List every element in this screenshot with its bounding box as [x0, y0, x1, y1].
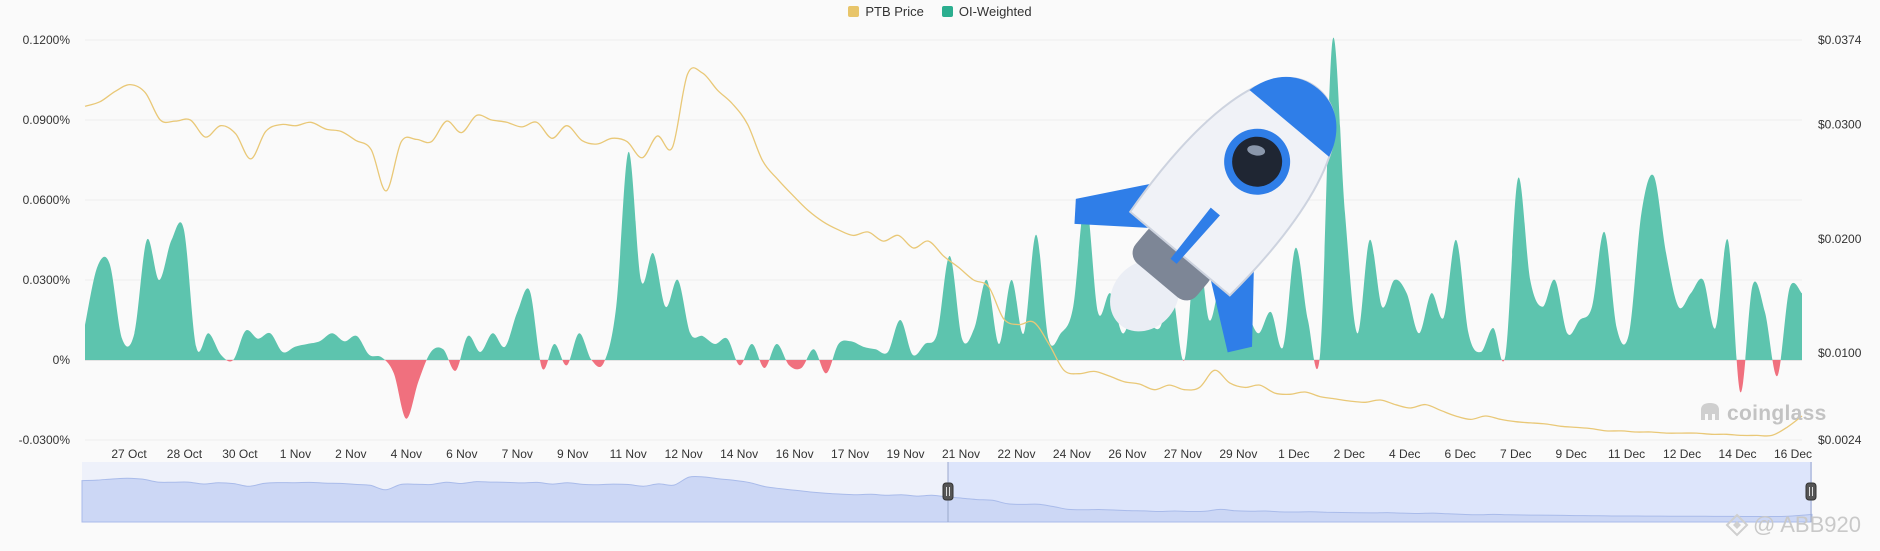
navigator-handle-grip[interactable] — [1805, 482, 1817, 501]
x-tick-label: 4 Nov — [391, 447, 422, 461]
rocket-body-group — [1074, 76, 1337, 353]
x-tick-label: 26 Nov — [1108, 447, 1146, 461]
legend-item-ptb-price[interactable]: PTB Price — [848, 4, 924, 19]
oi-weighted-negative-area — [85, 360, 1802, 419]
x-tick-label: 27 Nov — [1164, 447, 1202, 461]
y-right-tick-label: $0.0024 — [1818, 433, 1862, 447]
x-tick-label: 9 Nov — [557, 447, 588, 461]
x-tick-label: 4 Dec — [1389, 447, 1420, 461]
x-tick-label: 29 Nov — [1219, 447, 1257, 461]
rocket-window-glass — [1232, 136, 1283, 187]
x-tick-label: 6 Nov — [446, 447, 477, 461]
coinglass-watermark: coinglass — [1727, 402, 1827, 425]
x-tick-label: 12 Dec — [1663, 447, 1701, 461]
y-left-tick-label: 0.0300% — [23, 273, 71, 287]
x-tick-label: 6 Dec — [1445, 447, 1476, 461]
y-left-tick-label: 0.1200% — [23, 33, 71, 47]
x-tick-label: 7 Nov — [502, 447, 533, 461]
x-tick-label: 21 Nov — [942, 447, 980, 461]
author-watermark: @ ABB920 — [1725, 512, 1861, 538]
x-tick-label: 14 Nov — [720, 447, 758, 461]
y-right-tick-label: $0.0100 — [1818, 346, 1862, 360]
legend-label-oi-weighted: OI-Weighted — [958, 4, 1032, 19]
oi-weighted-positive-area — [85, 37, 1802, 360]
x-tick-label: 12 Nov — [665, 447, 703, 461]
x-tick-label: 17 Nov — [831, 447, 869, 461]
x-tick-label: 2 Nov — [335, 447, 366, 461]
navigator-left-handle[interactable] — [942, 462, 954, 522]
x-tick-label: 19 Nov — [887, 447, 925, 461]
x-tick-label: 28 Oct — [167, 447, 203, 461]
x-tick-label: 30 Oct — [222, 447, 258, 461]
y-left-tick-label: 0% — [53, 353, 71, 367]
x-tick-label: 9 Dec — [1555, 447, 1586, 461]
x-tick-label: 22 Nov — [997, 447, 1035, 461]
legend: PTB Price OI-Weighted — [0, 4, 1880, 19]
ptb-price-line — [84, 67, 1803, 437]
rocket-window-glare — [1247, 145, 1266, 156]
rocket-nozzle — [1132, 225, 1212, 301]
binance-square-icon — [1725, 513, 1749, 537]
x-tick-label: 11 Nov — [610, 447, 647, 461]
x-tick-label: 7 Dec — [1500, 447, 1531, 461]
navigator-right-handle[interactable] — [1805, 462, 1817, 522]
x-tick-label: 24 Nov — [1053, 447, 1091, 461]
y-right-tick-label: $0.0200 — [1818, 232, 1862, 246]
legend-label-ptb-price: PTB Price — [865, 4, 924, 19]
rocket-nose-cone — [1249, 76, 1337, 157]
x-tick-label: 11 Dec — [1608, 447, 1645, 461]
navigator-handle-grip[interactable] — [942, 482, 954, 501]
legend-swatch-oi-weighted — [941, 6, 953, 17]
x-tick-label: 14 Dec — [1719, 447, 1757, 461]
y-left-tick-label: -0.0300% — [19, 433, 71, 447]
y-right-tick-label: $0.0300 — [1818, 118, 1862, 132]
legend-swatch-ptb-price — [848, 6, 860, 17]
author-handle: @ ABB920 — [1753, 512, 1861, 537]
rocket-illustration — [1074, 76, 1337, 353]
rocket-center-fin — [1170, 207, 1220, 264]
y-left-tick-label: 0.0900% — [23, 113, 71, 127]
x-tick-label: 1 Dec — [1278, 447, 1309, 461]
y-left-tick-label: 0.0600% — [23, 193, 71, 207]
x-tick-label: 16 Nov — [776, 447, 814, 461]
x-tick-label: 1 Nov — [280, 447, 311, 461]
y-right-tick-label: $0.0374 — [1818, 33, 1862, 47]
coinglass-logo-icon — [1701, 403, 1719, 420]
legend-item-oi-weighted[interactable]: OI-Weighted — [941, 4, 1032, 19]
x-tick-label: 2 Dec — [1334, 447, 1365, 461]
x-tick-label: 16 Dec — [1774, 447, 1812, 461]
x-tick-label: 27 Oct — [111, 447, 147, 461]
